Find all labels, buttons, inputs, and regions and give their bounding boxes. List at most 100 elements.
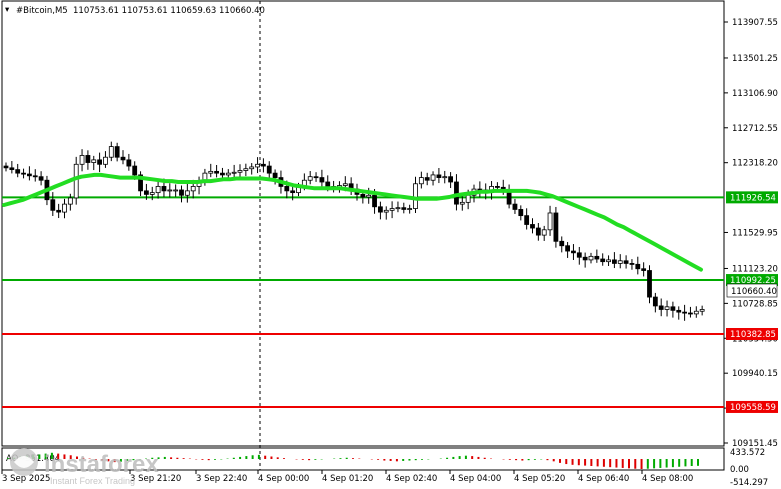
candle-body [389, 208, 395, 211]
candle-body [179, 189, 184, 196]
candle-body [664, 306, 670, 310]
candle-body [62, 203, 67, 213]
candle-body [530, 224, 535, 229]
candle-body [676, 309, 682, 313]
chart-header-icon: ▾ [5, 5, 10, 15]
candle-body [32, 175, 38, 178]
candle-body [436, 174, 442, 178]
candle-body [167, 189, 173, 192]
candle-body [541, 229, 547, 236]
current-price-box [726, 283, 778, 298]
candle-body [220, 172, 225, 176]
indicator-frame [1, 447, 725, 471]
level-price-label: 109558.59 [730, 403, 776, 413]
candle-body [635, 263, 641, 270]
time-tick-label: 4 Sep 06:40 [578, 474, 629, 484]
candle-body [190, 186, 196, 192]
time-tick-label: 3 Sep 21:20 [130, 474, 181, 484]
price-tick-label: 113501.25 [732, 54, 778, 64]
price-tick-label: 112712.55 [732, 124, 778, 134]
candle-body [600, 258, 606, 263]
candle-body [395, 207, 401, 210]
level-price-box [726, 327, 778, 340]
time-tick-label: 3 Sep 2025 [2, 474, 50, 484]
candle-body [401, 207, 407, 210]
candle-body [225, 172, 231, 176]
candle-body [617, 260, 623, 264]
candle-body [149, 192, 155, 195]
price-tick-label: 111529.95 [732, 228, 778, 238]
candle-body [366, 194, 372, 198]
candle-body [313, 176, 319, 179]
candle-body [237, 170, 243, 173]
price-tick-label: 113106.90 [732, 89, 778, 99]
candle-body [407, 208, 413, 210]
level-price-label: 111926.54 [730, 193, 776, 203]
candle-body [85, 155, 91, 163]
candle-body [518, 209, 524, 217]
candle-body [553, 212, 559, 242]
candle-body [612, 259, 617, 264]
candle-body [243, 168, 249, 171]
candle-body [161, 186, 167, 192]
candle-body [524, 215, 530, 225]
level-price-label: 110382.85 [730, 330, 776, 340]
candle-body [465, 194, 471, 203]
candle-body [143, 190, 149, 195]
candle-body [418, 177, 424, 185]
candle-body [15, 169, 21, 174]
candle-body [231, 171, 237, 174]
candle-body [9, 167, 15, 171]
logo-brand-text: instaforex [44, 451, 159, 478]
candle-body [413, 183, 418, 209]
candle-body [360, 193, 366, 198]
candle-body [21, 172, 26, 175]
price-tick-label: 111123.20 [732, 264, 778, 274]
candle-body [266, 165, 272, 174]
ao-histogram [7, 452, 699, 469]
candle-body [26, 173, 32, 177]
indicator-axis: 433.572 0.00 -514.297 [730, 448, 768, 488]
candle-body [173, 189, 179, 192]
candle-body [512, 203, 518, 210]
candle-body [588, 255, 594, 261]
ohlc-readout: 110753.61 110753.61 110659.63 110660.40 [73, 6, 265, 16]
level-price-box [726, 400, 778, 413]
price-tick-label: 110728.85 [732, 299, 778, 309]
price-tick-label: 109940.15 [732, 369, 778, 379]
time-tick-label: 4 Sep 08:00 [642, 474, 693, 484]
candle-body [442, 176, 448, 179]
candle-body [629, 263, 635, 265]
candle-body [594, 255, 600, 260]
candle-body [623, 260, 629, 264]
candle-body [120, 156, 126, 161]
time-tick-label: 4 Sep 04:00 [450, 474, 501, 484]
candle-body [535, 227, 541, 236]
time-tick-label: 4 Sep 02:40 [386, 474, 437, 484]
price-tick-label: 112318.20 [732, 159, 778, 169]
time-tick-label: 3 Sep 22:40 [196, 474, 247, 484]
candle-body [647, 270, 652, 298]
indicator-tick-label: 433.572 [730, 448, 765, 458]
candle-body [424, 177, 430, 181]
price-tick-label: 113907.55 [732, 18, 778, 28]
candle-body [56, 209, 62, 213]
candle-body [208, 170, 214, 174]
candle-body [582, 256, 588, 261]
candle-body [108, 146, 114, 158]
candle-body [565, 245, 570, 252]
candle-body [79, 155, 85, 165]
candle-body [91, 159, 97, 163]
price-tick-label: 109151.45 [732, 439, 778, 449]
level-price-box [726, 191, 778, 204]
candle-body [576, 252, 582, 258]
candle-body [249, 166, 255, 170]
candle-body [272, 172, 278, 178]
logo-tagline-text: Instant Forex Trading [50, 476, 135, 486]
candle-body [688, 312, 693, 315]
main-chart-frame [1, 0, 725, 447]
candle-body [494, 186, 500, 188]
candle-body [290, 190, 296, 194]
candle-body [658, 305, 664, 310]
